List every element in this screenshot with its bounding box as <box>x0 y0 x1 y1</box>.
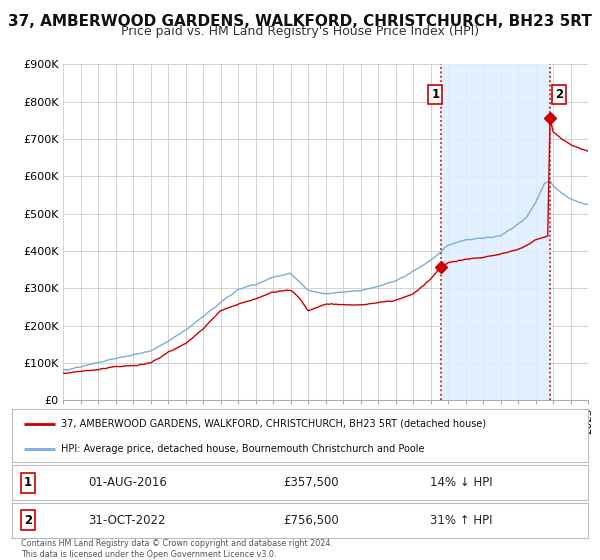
Text: 01-AUG-2016: 01-AUG-2016 <box>88 476 167 489</box>
Text: 2: 2 <box>24 514 32 527</box>
Text: 37, AMBERWOOD GARDENS, WALKFORD, CHRISTCHURCH, BH23 5RT: 37, AMBERWOOD GARDENS, WALKFORD, CHRISTC… <box>8 14 592 29</box>
Text: £357,500: £357,500 <box>284 476 340 489</box>
Text: £756,500: £756,500 <box>284 514 340 527</box>
Text: 31% ↑ HPI: 31% ↑ HPI <box>430 514 493 527</box>
Text: 1: 1 <box>24 476 32 489</box>
Text: HPI: Average price, detached house, Bournemouth Christchurch and Poole: HPI: Average price, detached house, Bour… <box>61 444 424 454</box>
Bar <box>440 64 550 400</box>
Text: 1: 1 <box>431 88 439 101</box>
Text: 37, AMBERWOOD GARDENS, WALKFORD, CHRISTCHURCH, BH23 5RT (detached house): 37, AMBERWOOD GARDENS, WALKFORD, CHRISTC… <box>61 419 486 429</box>
Text: 2: 2 <box>555 88 563 101</box>
Text: Contains HM Land Registry data © Crown copyright and database right 2024.
This d: Contains HM Land Registry data © Crown c… <box>21 539 333 559</box>
Text: 14% ↓ HPI: 14% ↓ HPI <box>430 476 493 489</box>
Text: 31-OCT-2022: 31-OCT-2022 <box>88 514 166 527</box>
Text: Price paid vs. HM Land Registry's House Price Index (HPI): Price paid vs. HM Land Registry's House … <box>121 25 479 38</box>
